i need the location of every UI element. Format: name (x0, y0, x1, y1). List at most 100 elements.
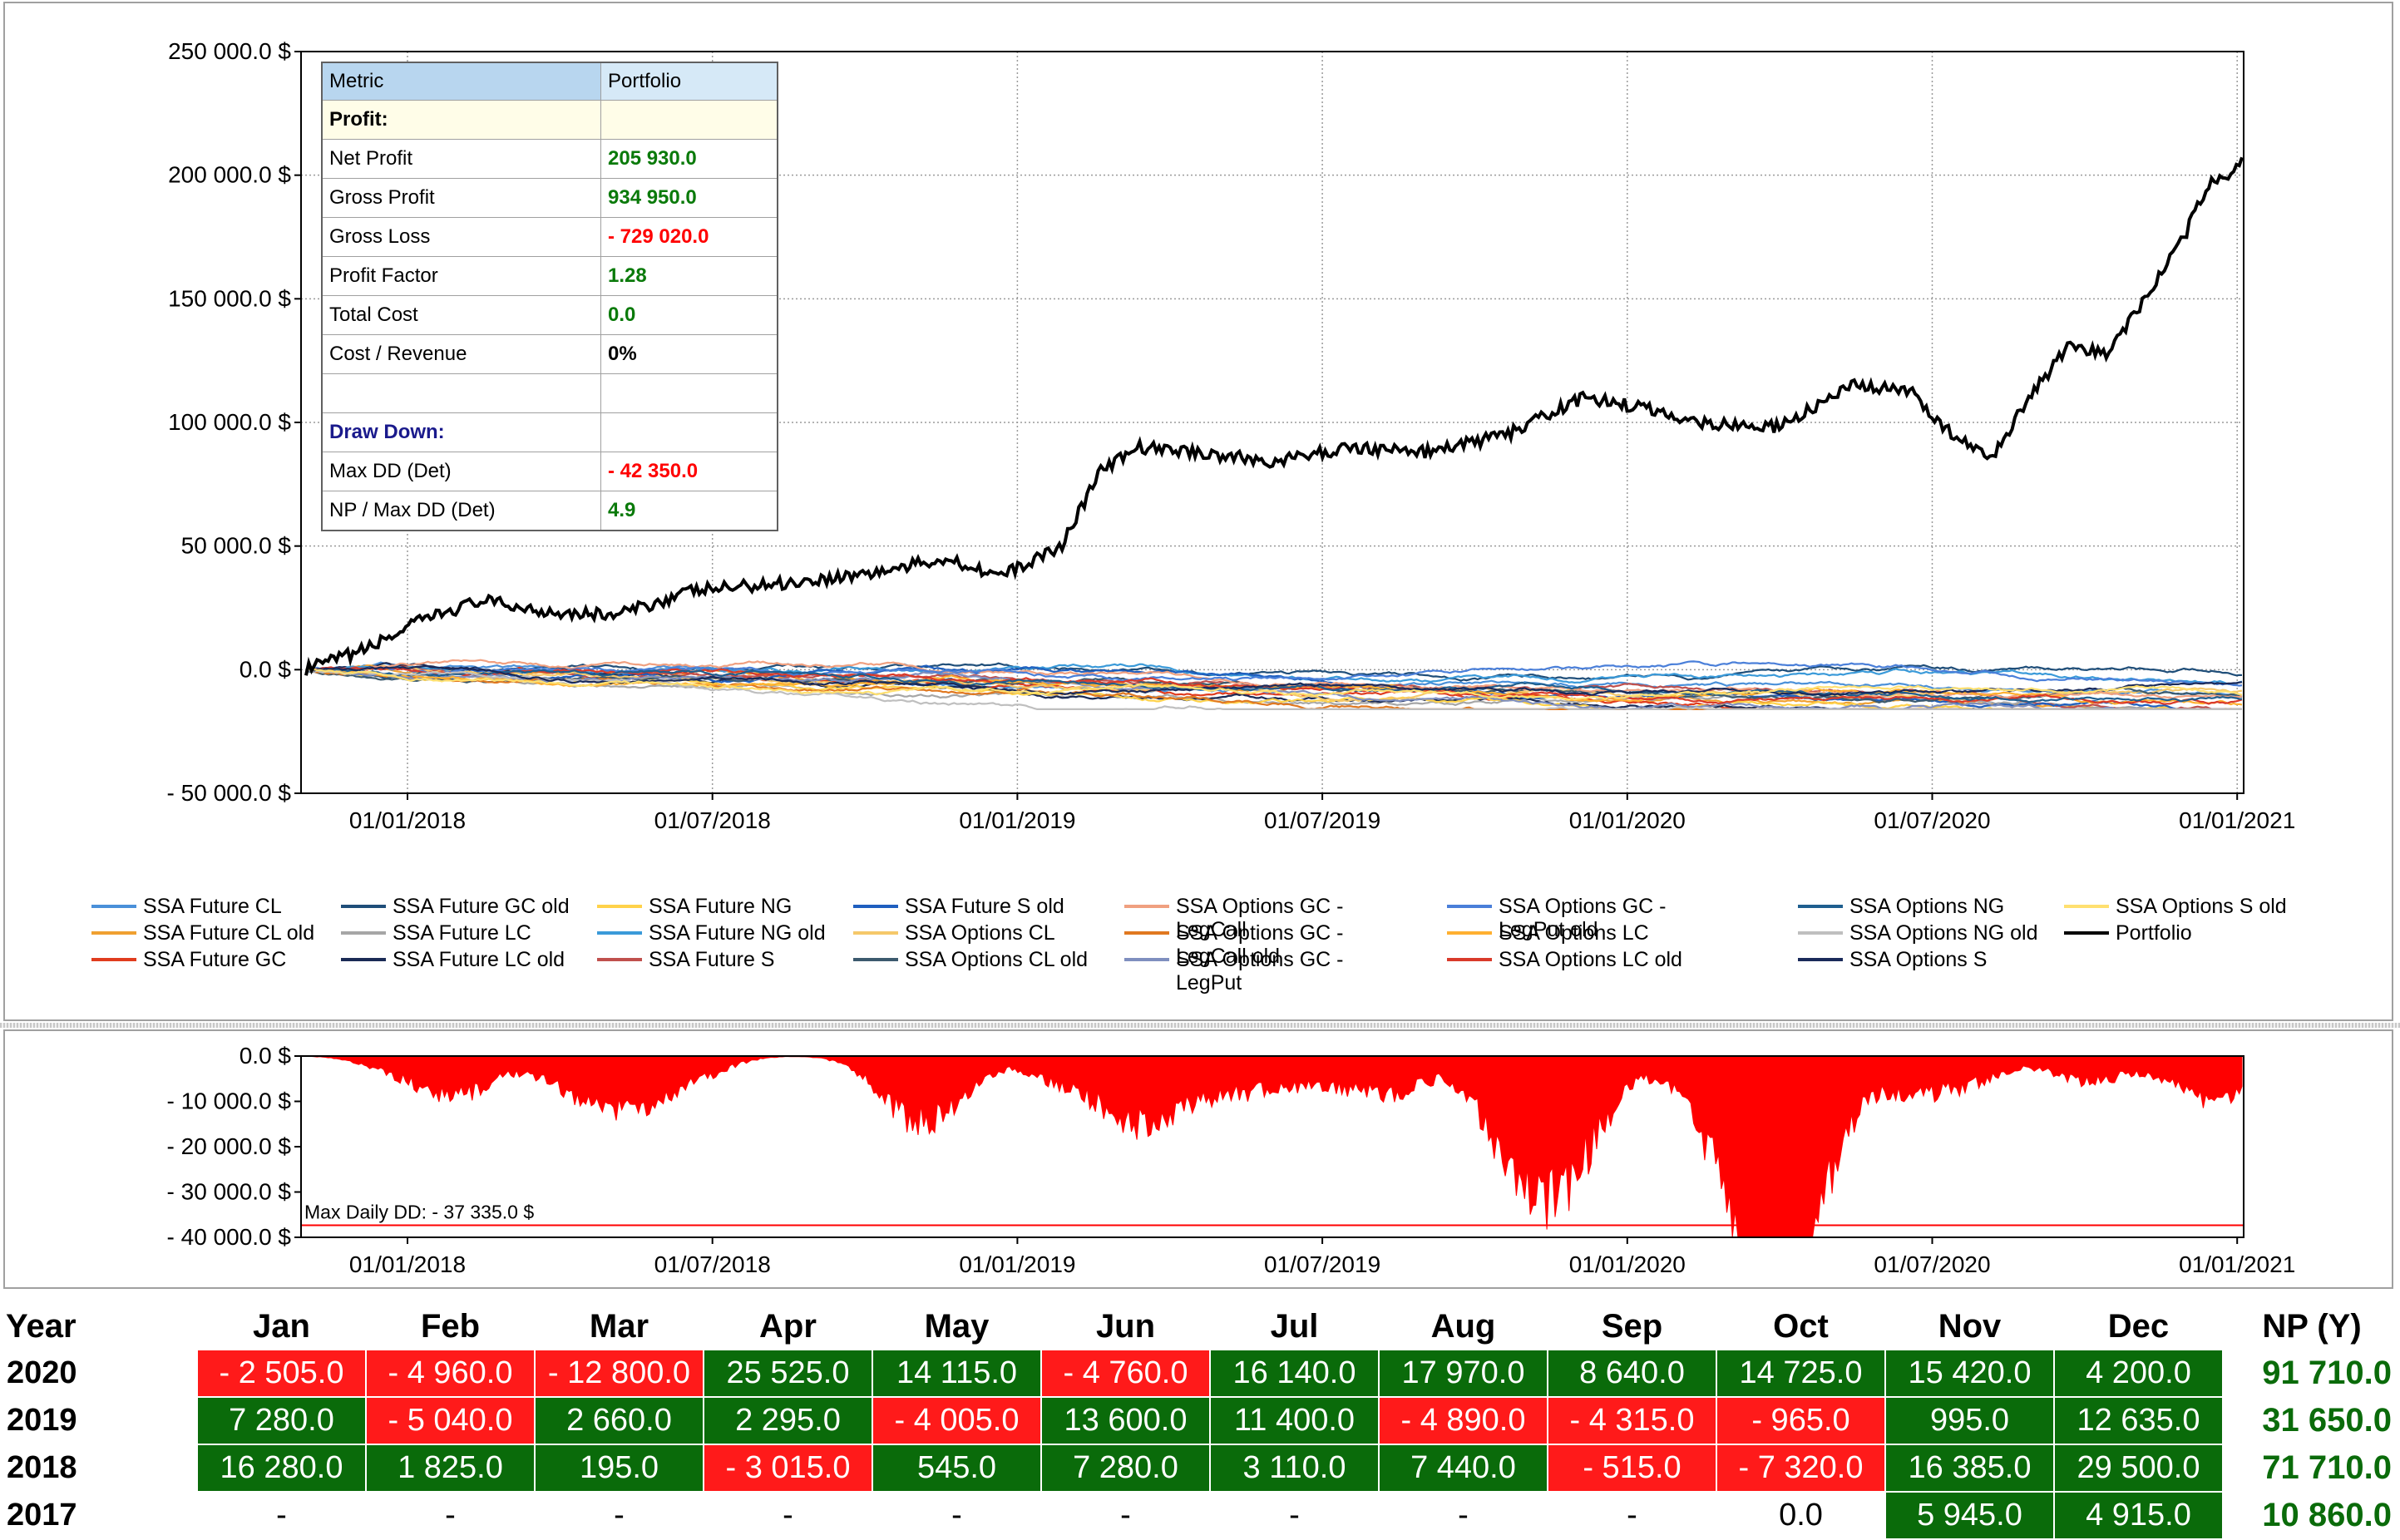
table-row[interactable]: 2018 16 280.0 1 825.0 195.0- 3 015.0 545.0 7 … (0, 1444, 2400, 1493)
legend-label: SSA Options GC - LegPut old (1499, 895, 1667, 941)
legend-item[interactable]: SSA Options GC - LegCall old (1124, 921, 1392, 968)
month-cell: 16 140.0 (1209, 1349, 1380, 1398)
column-header[interactable]: Mar (589, 1307, 649, 1345)
legend-swatch (91, 958, 136, 961)
metrics-header-metric[interactable]: Metric (321, 62, 601, 101)
legend-item[interactable]: SSA Future CL old (91, 921, 359, 945)
legend-swatch (1798, 931, 1843, 935)
legend-label: SSA Future NG old (649, 921, 826, 945)
legend-label: SSA Future CL (143, 895, 282, 918)
legend-label: SSA Options CL (905, 921, 1055, 945)
column-header[interactable]: Nov (1938, 1307, 2002, 1345)
dd-y-tick-label: - 30 000.0 $ (167, 1179, 292, 1205)
legend-swatch (853, 931, 898, 935)
legend-item[interactable]: SSA Future S old (853, 895, 1121, 918)
column-header[interactable]: May (924, 1307, 990, 1345)
legend-label: SSA Options GC - LegCall old (1176, 921, 1344, 968)
table-row[interactable]: 2020- 2 505.0- 4 960.0- 12 800.0 25 525.0… (0, 1349, 2400, 1398)
column-header[interactable]: Oct (1773, 1307, 1829, 1345)
month-cell: 15 420.0 (1884, 1349, 2055, 1398)
column-header[interactable]: Apr (759, 1307, 817, 1345)
dd-x-tick-label: 01/01/2019 (959, 1251, 1075, 1277)
month-cell: 0.0 (1716, 1491, 1886, 1540)
legend-item[interactable]: SSA Options CL old (853, 948, 1121, 971)
series-line (305, 668, 2243, 701)
legend-item[interactable]: SSA Options LC (1447, 921, 1715, 945)
month-cell: 3 110.0 (1209, 1444, 1380, 1493)
dd-y-tick-label: - 20 000.0 $ (167, 1133, 292, 1159)
legend-item[interactable]: SSA Options NG old (1798, 921, 2066, 945)
legend-swatch (1447, 931, 1492, 935)
month-cell: - 2 505.0 (196, 1349, 367, 1398)
y-tick-label: 150 000.0 $ (168, 285, 291, 311)
legend-item[interactable]: SSA Future CL (91, 895, 359, 918)
column-header[interactable]: Sep (1601, 1307, 1663, 1345)
table-row[interactable]: 2019 7 280.0- 5 040.0 2 660.0 2 295.0- 4 00… (0, 1396, 2400, 1445)
month-cell: 14 725.0 (1716, 1349, 1886, 1398)
legend-item[interactable]: SSA Future S (597, 948, 865, 971)
metric-value: 205 930.0 (600, 139, 778, 179)
legend-label: SSA Options S old (2116, 895, 2287, 918)
drawdown-metric-label: NP / Max DD (Det) (321, 491, 601, 531)
legend-item[interactable]: Portfolio (2064, 921, 2332, 945)
legend-swatch (341, 931, 386, 935)
column-header[interactable]: Jan (253, 1307, 310, 1345)
year-total-cell: 71 710.0 (2222, 1444, 2400, 1493)
legend-item[interactable]: SSA Options GC - LegPut (1124, 948, 1392, 995)
month-cell: 16 280.0 (196, 1444, 367, 1493)
max-drawdown-label: Max Daily DD: - 37 335.0 $ (304, 1201, 534, 1222)
legend-item[interactable]: SSA Future GC old (341, 895, 609, 918)
legend-item[interactable]: SSA Options GC - LegCall (1124, 895, 1392, 941)
legend-item[interactable]: SSA Future LC old (341, 948, 609, 971)
legend-swatch (341, 958, 386, 961)
legend-swatch (2064, 931, 2109, 935)
y-tick-label: 200 000.0 $ (168, 162, 291, 188)
legend-item[interactable]: SSA Future NG (597, 895, 865, 918)
legend-label: SSA Options CL old (905, 948, 1089, 971)
month-cell: - 4 890.0 (1378, 1396, 1548, 1445)
month-cell: 4 200.0 (2053, 1349, 2224, 1398)
year-total-cell: 10 860.0 (2222, 1491, 2400, 1540)
column-header[interactable]: Aug (1430, 1307, 1496, 1345)
month-cell: - (872, 1491, 1042, 1540)
x-tick-label: 01/01/2020 (1569, 807, 1686, 833)
legend-item[interactable]: SSA Future LC (341, 921, 609, 945)
series-line (305, 668, 2242, 711)
month-cell: - (534, 1491, 704, 1540)
month-cell: - 5 040.0 (365, 1396, 536, 1445)
splitter[interactable] (0, 1023, 2400, 1028)
drawdown-metric-value: 4.9 (600, 491, 778, 531)
column-header[interactable]: Feb (420, 1307, 481, 1345)
month-cell: - 12 800.0 (534, 1349, 704, 1398)
legend-item[interactable]: SSA Options LC old (1447, 948, 1715, 971)
legend-label: SSA Options NG old (1849, 921, 2038, 945)
month-cell: - 3 015.0 (703, 1444, 873, 1493)
month-cell: 4 915.0 (2053, 1491, 2224, 1540)
table-row[interactable]: 2017- - - - - - - - -0.0 5 945.0 4 915.0 10 860.0 (0, 1491, 2400, 1540)
legend-label: SSA Future GC (143, 948, 287, 971)
legend-item[interactable]: SSA Options S (1798, 948, 2066, 971)
month-cell: - (196, 1491, 367, 1540)
column-header[interactable]: Dec (2107, 1307, 2170, 1345)
legend-swatch (1124, 931, 1169, 935)
column-header[interactable]: Year (6, 1307, 77, 1345)
month-cell: 25 525.0 (703, 1349, 873, 1398)
year-cell: 2020 (0, 1349, 198, 1398)
column-header[interactable]: Jul (1270, 1307, 1319, 1345)
legend-item[interactable]: SSA Options NG (1798, 895, 2066, 918)
legend-item[interactable]: SSA Options CL (853, 921, 1121, 945)
metric-value: - 729 020.0 (600, 217, 778, 257)
legend-item[interactable]: SSA Future NG old (597, 921, 865, 945)
legend-item[interactable]: SSA Future GC (91, 948, 359, 971)
metrics-header-portfolio[interactable]: Portfolio (600, 62, 778, 101)
legend-item[interactable]: SSA Options GC - LegPut old (1447, 895, 1715, 941)
equity-chart: 250 000.0 $ 200 000.0 $ 150 000.0 $ 100 000… (167, 38, 2296, 833)
x-tick-label: 01/01/2019 (959, 807, 1075, 833)
legend-label: SSA Options LC old (1499, 948, 1682, 971)
legend-label: SSA Options LC (1499, 921, 1649, 945)
column-header[interactable]: NP (Y) (2262, 1307, 2362, 1345)
legend-swatch (597, 931, 642, 935)
column-header[interactable]: Jun (1095, 1307, 1156, 1345)
y-tick-label: 50 000.0 $ (181, 533, 292, 559)
legend-item[interactable]: SSA Options S old (2064, 895, 2332, 918)
